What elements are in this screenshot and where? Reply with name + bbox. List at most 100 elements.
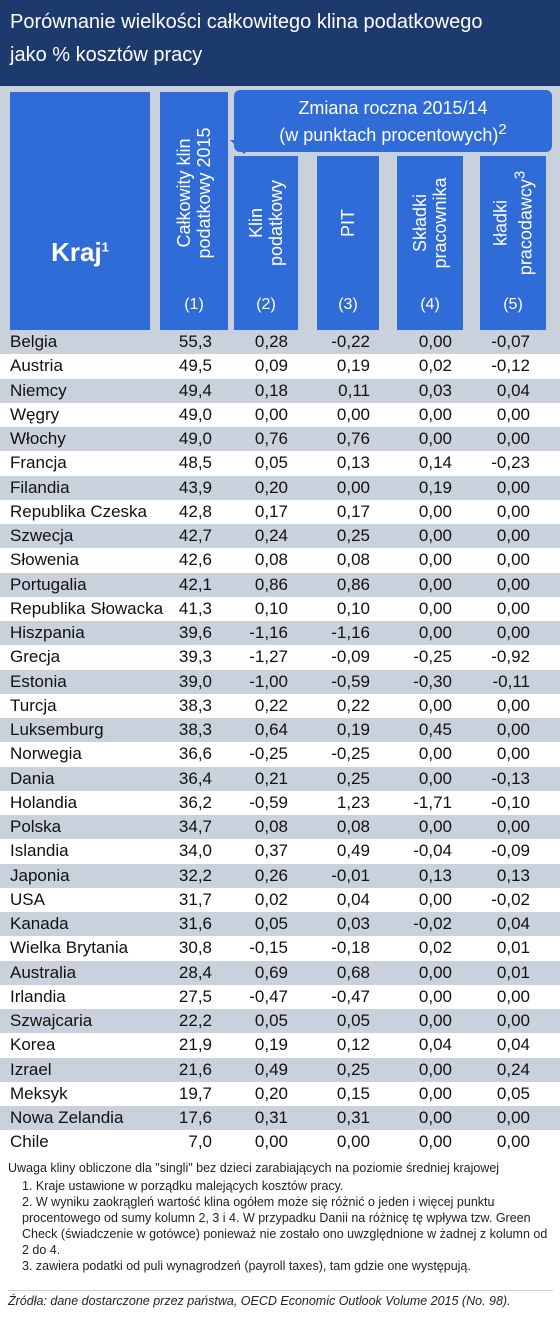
column-header-employer-contrib: kładki pracodawcy3 (5) [480, 156, 546, 346]
row-country-cell: Australia [10, 962, 77, 982]
row-employee-cell: 0,04 [418, 1035, 452, 1055]
row-employee-cell: 0,00 [418, 1059, 452, 1079]
c5-header-line-2: pracodawcy3 [511, 171, 536, 275]
row-employee-cell: -0,02 [413, 914, 452, 933]
column-number-1: (1) [184, 296, 204, 313]
row-pit-cell: 0,25 [336, 526, 370, 545]
c2-header-line-2: podatkowy [266, 179, 286, 266]
row-employer-cell: 0,01 [496, 938, 530, 958]
row-employer-cell: 0,00 [496, 986, 530, 1006]
footnote-2: 2. W wyniku zaokrągleń wartość klina ogó… [22, 1194, 553, 1258]
row-pit-cell: 0,17 [336, 501, 370, 521]
table-row: Irlandia 27,5 -0,47 -0,47 0,00 0,00 [0, 985, 560, 1009]
row-total-cell: 49,4 [178, 380, 212, 400]
row-pit-cell: 0,00 [336, 1132, 370, 1152]
row-employee-cell: 0,00 [418, 1011, 452, 1030]
row-country-cell: Francja [10, 453, 67, 473]
row-tax-wedge-cell: 0,76 [254, 429, 288, 448]
row-employer-cell: -0,13 [491, 768, 530, 788]
row-pit-cell: 0,08 [336, 550, 370, 570]
total-header-label: Całkowity klin podatkowy 2015 [174, 127, 214, 258]
row-total-cell: 34,0 [178, 841, 212, 861]
row-employee-cell: 0,45 [418, 720, 452, 739]
row-country-cell: USA [10, 889, 45, 909]
row-country-cell: Luksemburg [10, 720, 104, 739]
banner-pointer [230, 140, 258, 154]
row-employer-cell: -0,10 [491, 792, 530, 812]
row-pit-cell: 0,31 [336, 1108, 370, 1127]
row-country-cell: Węgry [10, 404, 60, 424]
row-pit-cell: -0,25 [331, 744, 370, 764]
row-employer-cell: 0,00 [496, 429, 530, 448]
row-total-cell: 32,2 [178, 865, 212, 885]
table-row: Wielka Brytania 30,8 -0,15 -0,18 0,02 0,01 [0, 936, 560, 960]
row-employer-cell: -0,11 [492, 671, 531, 691]
column-number-3: (3) [338, 296, 358, 313]
row-employee-cell: 0,13 [418, 865, 452, 885]
row-total-cell: 17,6 [178, 1108, 212, 1127]
row-employee-cell: -0,30 [413, 671, 452, 691]
row-pit-cell: -0,22 [331, 332, 370, 351]
row-pit-cell: -0,09 [331, 647, 370, 667]
row-tax-wedge-cell: 0,00 [254, 404, 288, 424]
table-row: Meksyk 19,7 0,20 0,15 0,00 0,05 [0, 1082, 560, 1106]
column-header-employee-contrib: Składki pracownika (4) [397, 156, 463, 346]
row-employee-cell: -0,25 [413, 647, 452, 667]
row-country-cell: Filandia [10, 477, 70, 497]
row-total-cell: 43,9 [178, 477, 212, 497]
table-row: Australia 28,4 0,69 0,68 0,00 0,01 [0, 960, 560, 985]
row-employee-cell: 0,00 [418, 501, 452, 521]
row-employee-cell: 0,00 [418, 598, 452, 618]
row-pit-cell: -0,59 [331, 671, 370, 691]
row-employee-cell: 0,00 [418, 526, 452, 545]
row-employer-cell: 0,04 [496, 914, 530, 933]
row-country-cell: Dania [10, 768, 55, 788]
row-pit-cell: 0,86 [336, 574, 370, 594]
row-tax-wedge-cell: -1,00 [249, 671, 288, 691]
footnote-list: 1. Kraje ustawione w porządku malejących… [8, 1178, 553, 1274]
row-employer-cell: 0,00 [496, 477, 530, 497]
row-tax-wedge-cell: 0,05 [254, 1011, 288, 1030]
row-country-cell: Polska [10, 817, 62, 836]
page-title: Porównanie wielkości całkowitego klina p… [10, 6, 550, 72]
row-country-cell: Republika Słowacka [10, 598, 164, 618]
row-employer-cell: 0,05 [496, 1083, 530, 1103]
column-number-2: (2) [256, 296, 276, 313]
row-employer-cell: -0,12 [491, 356, 530, 376]
row-tax-wedge-cell: 0,28 [254, 332, 288, 351]
row-total-cell: 49,5 [178, 356, 212, 376]
total-header-line-2: podatkowy 2015 [194, 127, 214, 259]
row-employer-cell: 0,00 [496, 744, 530, 764]
row-employer-cell: 0,00 [496, 817, 530, 836]
row-country-cell: Chile [10, 1132, 49, 1152]
row-total-cell: 21,9 [178, 1035, 212, 1055]
row-employee-cell: 0,00 [418, 429, 452, 448]
table-row: Dania 36,4 0,21 0,25 0,00 -0,13 [0, 766, 560, 791]
source-divider [8, 1290, 553, 1291]
row-country-cell: Austria [10, 356, 63, 376]
row-employee-cell: -0,04 [413, 841, 452, 861]
row-pit-cell: 0,25 [336, 768, 370, 788]
row-employer-cell: 0,01 [496, 962, 530, 982]
row-country-cell: Hiszpania [10, 623, 85, 642]
data-table: Belgia 55,3 0,28 -0,22 0,00 -0,07 Austria 49,5 0… [0, 330, 560, 1155]
row-employee-cell: 0,14 [418, 453, 452, 473]
country-header-footnote: 1 [101, 239, 109, 255]
row-total-cell: 28,4 [178, 962, 212, 982]
row-employee-cell: 0,00 [418, 962, 452, 982]
row-total-cell: 36,4 [178, 768, 212, 788]
row-country-cell: Niemcy [10, 380, 67, 400]
row-tax-wedge-cell: 0,64 [254, 720, 288, 739]
table-row: Niemcy 49,4 0,18 0,11 0,03 0,04 [0, 378, 560, 403]
row-pit-cell: -0,18 [331, 938, 370, 958]
row-employee-cell: 0,00 [418, 332, 452, 351]
row-total-cell: 49,0 [178, 429, 212, 448]
table-row: Republika Czeska 42,8 0,17 0,17 0,00 0,00 [0, 500, 560, 524]
country-header-text: Kraj [51, 237, 102, 267]
row-pit-cell: 0,05 [336, 1011, 370, 1030]
row-pit-cell: 0,00 [336, 477, 370, 497]
row-pit-cell: 0,00 [336, 404, 370, 424]
row-employer-cell: 0,00 [496, 550, 530, 570]
row-tax-wedge-cell: 0,05 [254, 914, 288, 933]
table-row: Republika Słowacka 41,3 0,10 0,10 0,00 0,00 [0, 597, 560, 621]
